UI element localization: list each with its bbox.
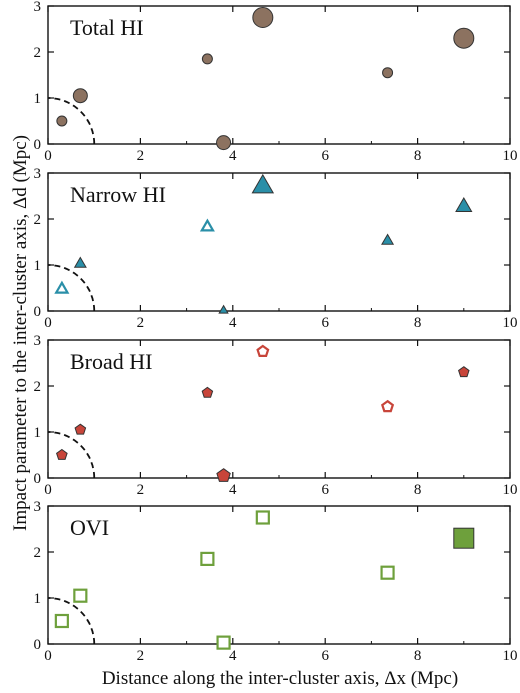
y-tick-label: 0 (34, 471, 42, 487)
x-tick-label: 6 (321, 148, 329, 164)
panel-title: Narrow HI (70, 182, 166, 207)
y-tick-label: 3 (34, 333, 42, 349)
x-tick-label: 6 (321, 315, 329, 331)
reference-quarter-circle (48, 264, 96, 311)
panel-3: 0 2 4 6 8 10 0 1 2 3 Broad HI (34, 333, 518, 498)
data-point (455, 197, 473, 212)
x-tick-label: 10 (503, 148, 518, 164)
y-tick-label: 1 (34, 591, 42, 607)
data-point (216, 468, 231, 482)
y-tick-label: 1 (34, 91, 42, 107)
x-tick-label: 4 (229, 648, 237, 664)
data-point (382, 67, 394, 79)
x-axis-title: Distance along the inter-cluster axis, Δ… (102, 668, 458, 689)
y-tick-label: 3 (34, 166, 42, 182)
panel-2: 0 2 4 6 8 10 0 1 2 3 Narrow HI (34, 166, 518, 331)
x-tick-label: 0 (44, 648, 52, 664)
x-tick-label: 2 (137, 482, 145, 498)
y-axis-title: Impact parameter to the inter-cluster ax… (10, 135, 31, 531)
data-point (74, 423, 87, 435)
x-tick-label: 10 (503, 482, 518, 498)
data-point (200, 551, 215, 567)
y-tick-label: 1 (34, 425, 42, 441)
reference-quarter-circle (48, 97, 96, 144)
y-tick-label: 3 (34, 499, 42, 515)
y-tick-label: 2 (34, 379, 42, 395)
data-point (56, 448, 68, 460)
x-tick-label: 6 (321, 648, 329, 664)
y-tick-label: 3 (34, 0, 42, 15)
data-point (381, 399, 395, 413)
data-point (453, 527, 475, 549)
data-point (73, 256, 87, 268)
y-tick-label: 1 (34, 258, 42, 274)
data-point (218, 304, 229, 314)
y-tick-label: 0 (34, 637, 42, 653)
panel-4: 0 2 4 6 8 10 0 1 2 3 OVI (34, 499, 518, 664)
data-point (458, 366, 470, 378)
x-tick-label: 4 (229, 315, 237, 331)
x-tick-label: 8 (414, 482, 422, 498)
data-point (56, 115, 68, 127)
x-tick-label: 6 (321, 482, 329, 498)
panel-title: OVI (70, 515, 109, 540)
data-point (381, 233, 395, 245)
y-tick-label: 2 (34, 45, 42, 61)
x-tick-label: 10 (503, 648, 518, 664)
data-point (201, 53, 213, 65)
data-point (216, 135, 232, 151)
data-point (256, 344, 270, 357)
x-tick-label: 8 (414, 148, 422, 164)
data-point (255, 510, 270, 525)
data-point (216, 635, 231, 650)
x-tick-label: 0 (44, 482, 52, 498)
data-point (251, 173, 275, 194)
y-tick-label: 0 (34, 304, 42, 320)
y-tick-label: 0 (34, 137, 42, 153)
x-tick-label: 4 (229, 482, 237, 498)
panel-1: 0 2 4 6 8 10 0 1 2 3 Total HI (34, 0, 518, 164)
x-tick-label: 2 (137, 315, 145, 331)
data-point (380, 565, 395, 580)
x-tick-label: 0 (44, 148, 52, 164)
data-point (54, 613, 69, 629)
data-point (73, 588, 88, 603)
y-tick-label: 2 (34, 212, 42, 228)
plot-frame (47, 505, 511, 645)
x-tick-label: 10 (503, 315, 518, 331)
data-point (54, 280, 70, 294)
data-point (199, 218, 215, 232)
data-point (252, 7, 274, 28)
x-tick-label: 8 (414, 648, 422, 664)
data-point (453, 27, 475, 49)
panel-title: Total HI (70, 15, 144, 40)
y-tick-label: 2 (34, 545, 42, 561)
x-tick-label: 4 (229, 148, 237, 164)
panel-title: Broad HI (70, 349, 152, 374)
x-tick-label: 0 (44, 315, 52, 331)
x-tick-label: 8 (414, 315, 422, 331)
data-point (72, 88, 88, 104)
data-point (201, 386, 214, 398)
x-tick-label: 2 (137, 648, 145, 664)
reference-quarter-circle (48, 431, 96, 478)
reference-quarter-circle (48, 597, 96, 644)
x-tick-label: 2 (137, 148, 145, 164)
